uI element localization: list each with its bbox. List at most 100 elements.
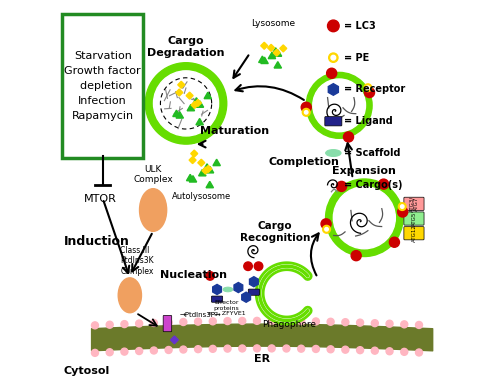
Polygon shape: [213, 159, 220, 166]
Circle shape: [150, 347, 158, 354]
Text: Phagophore: Phagophore: [262, 321, 316, 329]
Text: MTOR: MTOR: [84, 194, 117, 205]
Polygon shape: [186, 92, 193, 99]
FancyBboxPatch shape: [404, 197, 424, 210]
Circle shape: [306, 72, 372, 138]
Polygon shape: [280, 45, 286, 52]
Circle shape: [136, 320, 142, 327]
Polygon shape: [206, 166, 214, 173]
Circle shape: [321, 219, 331, 229]
Polygon shape: [189, 176, 196, 182]
Circle shape: [398, 207, 407, 217]
Circle shape: [121, 321, 128, 328]
Text: Completion: Completion: [269, 158, 340, 167]
Polygon shape: [192, 98, 200, 104]
Circle shape: [364, 84, 372, 92]
Polygon shape: [173, 110, 180, 117]
Polygon shape: [258, 56, 266, 63]
Polygon shape: [170, 336, 178, 344]
Circle shape: [150, 319, 158, 326]
Text: →PtdIns3P→: →PtdIns3P→: [180, 312, 221, 318]
Text: Class III
PtdIns3K
Complex: Class III PtdIns3K Complex: [120, 246, 154, 276]
Polygon shape: [268, 44, 274, 51]
Text: Starvation
Growth factor
  depletion
Infection
Rapamycin: Starvation Growth factor depletion Infec…: [64, 51, 141, 121]
Circle shape: [254, 345, 260, 352]
Circle shape: [401, 349, 408, 355]
Circle shape: [121, 348, 128, 355]
Circle shape: [206, 272, 214, 280]
FancyBboxPatch shape: [248, 289, 260, 295]
FancyBboxPatch shape: [62, 14, 144, 158]
Circle shape: [146, 63, 226, 144]
Polygon shape: [268, 52, 276, 59]
Circle shape: [312, 318, 320, 325]
Polygon shape: [273, 49, 280, 56]
Circle shape: [92, 349, 98, 356]
Circle shape: [334, 187, 396, 249]
Circle shape: [416, 349, 422, 356]
FancyBboxPatch shape: [404, 212, 424, 225]
Circle shape: [336, 181, 346, 191]
Circle shape: [250, 32, 292, 74]
Circle shape: [328, 20, 339, 32]
Text: = Receptor: = Receptor: [344, 84, 406, 95]
Circle shape: [386, 320, 393, 327]
Circle shape: [327, 346, 334, 353]
Polygon shape: [272, 48, 280, 54]
Circle shape: [372, 347, 378, 354]
Circle shape: [210, 345, 216, 352]
Polygon shape: [204, 92, 212, 99]
Circle shape: [331, 55, 336, 60]
Ellipse shape: [326, 149, 341, 156]
Text: = Cargo(s): = Cargo(s): [344, 180, 403, 190]
Polygon shape: [198, 159, 205, 166]
Text: = PE: = PE: [344, 53, 370, 63]
Circle shape: [386, 348, 393, 355]
Circle shape: [136, 347, 142, 354]
Circle shape: [210, 318, 216, 325]
Polygon shape: [186, 174, 194, 181]
Circle shape: [301, 102, 312, 112]
Circle shape: [416, 321, 422, 328]
Circle shape: [298, 345, 304, 352]
Text: Cytosol: Cytosol: [64, 366, 110, 376]
Circle shape: [326, 68, 336, 78]
Circle shape: [165, 347, 172, 354]
Text: Lysosome: Lysosome: [251, 19, 296, 28]
Circle shape: [283, 345, 290, 352]
Circle shape: [364, 88, 374, 98]
Polygon shape: [190, 150, 198, 157]
Circle shape: [342, 319, 349, 326]
FancyBboxPatch shape: [404, 227, 424, 240]
Circle shape: [326, 179, 403, 256]
Text: = Scaffold: = Scaffold: [344, 148, 401, 158]
Text: ATG12: ATG12: [412, 224, 416, 242]
Polygon shape: [261, 42, 268, 49]
Polygon shape: [187, 104, 194, 111]
Circle shape: [390, 237, 400, 247]
Text: Nucleation: Nucleation: [160, 270, 228, 280]
Text: Expansion: Expansion: [332, 166, 396, 175]
Polygon shape: [196, 101, 203, 107]
Circle shape: [312, 345, 320, 352]
Circle shape: [244, 262, 252, 270]
Circle shape: [400, 205, 404, 208]
Polygon shape: [202, 167, 209, 174]
Polygon shape: [178, 81, 184, 88]
Circle shape: [378, 179, 388, 189]
Circle shape: [176, 144, 226, 194]
Ellipse shape: [118, 278, 142, 313]
Text: Induction: Induction: [64, 235, 130, 247]
Circle shape: [239, 317, 246, 324]
Circle shape: [180, 319, 187, 326]
Circle shape: [304, 110, 308, 114]
Polygon shape: [176, 112, 184, 118]
Polygon shape: [194, 100, 202, 107]
Text: Effector
proteins
e.g. ZFYVE1: Effector proteins e.g. ZFYVE1: [208, 300, 246, 316]
Polygon shape: [261, 57, 268, 63]
Circle shape: [180, 346, 187, 353]
Circle shape: [322, 225, 330, 233]
Circle shape: [194, 318, 202, 325]
Ellipse shape: [223, 287, 233, 292]
Circle shape: [268, 345, 275, 352]
